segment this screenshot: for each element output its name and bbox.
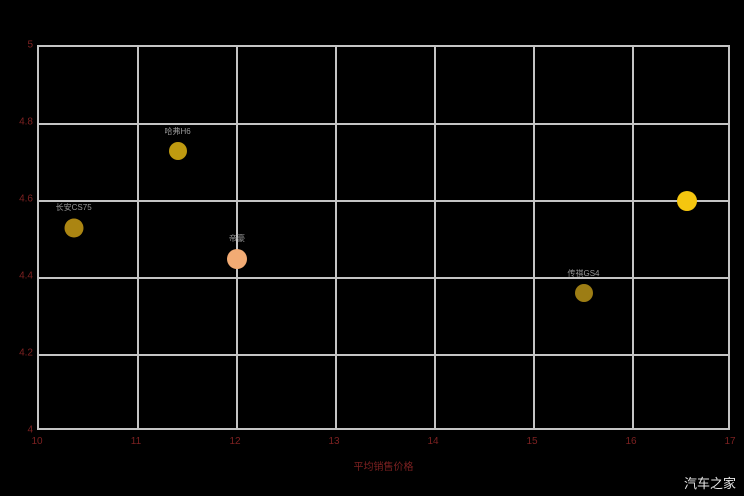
gridline-horizontal [39,123,728,125]
y-tick-label: 4.8 [19,116,33,128]
scatter-point [64,218,84,238]
point-label: 传祺GS4 [567,269,600,279]
scatter-point [227,248,247,269]
x-tick-label: 12 [229,436,241,447]
y-tick-label: 4.6 [19,193,33,205]
gridline-vertical [632,47,634,428]
gridline-horizontal [39,200,728,202]
x-axis-title: 平均销售价格 [353,462,414,473]
x-tick-label: 17 [724,436,736,447]
scatter-point [677,191,698,211]
x-tick-label: 10 [31,436,43,447]
scatter-point [168,141,187,160]
x-tick-label: 16 [625,436,637,447]
gridline-vertical [137,47,139,428]
gridline-horizontal [39,277,728,279]
plot-area: 长安CS75 哈弗H6 帝豪传祺GS4 [37,45,730,430]
gridline-vertical [434,47,436,428]
gridline-vertical [236,47,238,428]
scatter-point [574,284,593,303]
x-tick-label: 14 [427,436,439,447]
gridline-horizontal [39,354,728,356]
x-tick-label: 15 [526,436,538,447]
point-label: 帝豪 [229,233,245,243]
point-label: 哈弗H6 [164,126,191,136]
x-tick-label: 11 [130,436,142,447]
gridline-vertical [533,47,535,428]
y-tick-label: 5 [27,39,33,51]
y-tick-label: 4.2 [19,347,33,359]
point-label: 长安CS75 [55,203,92,213]
gridline-vertical [335,47,337,428]
y-tick-label: 4 [27,424,33,436]
y-tick-label: 4.4 [19,270,33,282]
x-tick-label: 13 [328,436,340,447]
watermark-autohome: 汽车之家 [683,476,736,491]
